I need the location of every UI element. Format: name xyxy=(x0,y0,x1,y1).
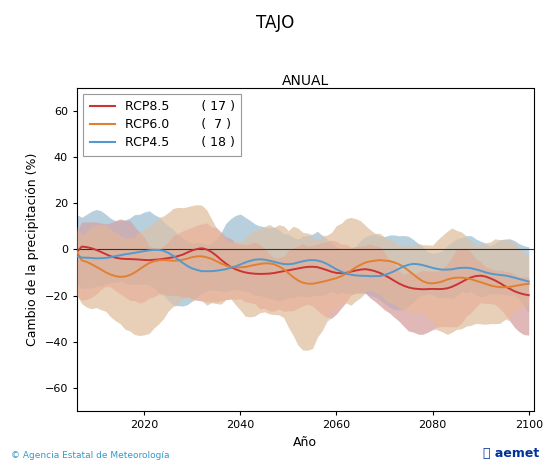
Text: TAJO: TAJO xyxy=(256,14,294,32)
Legend: RCP8.5        ( 17 ), RCP6.0        (  7 ), RCP4.5        ( 18 ): RCP8.5 ( 17 ), RCP6.0 ( 7 ), RCP4.5 ( 18… xyxy=(83,94,241,156)
Text: ⓣ aemet: ⓣ aemet xyxy=(483,447,539,460)
Y-axis label: Cambio de la precipitación (%): Cambio de la precipitación (%) xyxy=(26,153,39,346)
X-axis label: Año: Año xyxy=(293,436,317,449)
Text: © Agencia Estatal de Meteorología: © Agencia Estatal de Meteorología xyxy=(11,451,169,460)
Title: ANUAL: ANUAL xyxy=(282,74,329,88)
